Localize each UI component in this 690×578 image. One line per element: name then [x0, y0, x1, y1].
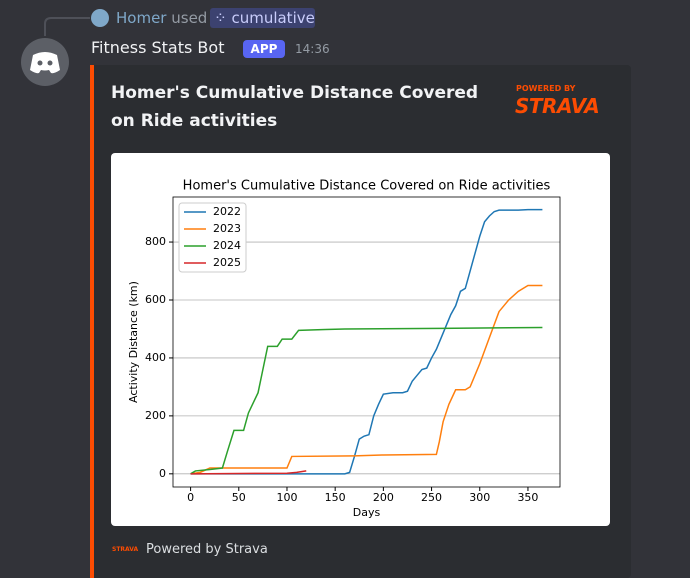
legend-label: 2023	[213, 222, 241, 235]
series-line	[190, 326, 543, 475]
series-line	[190, 284, 543, 475]
legend-label: 2025	[213, 256, 241, 269]
series-line	[190, 208, 543, 475]
series-line	[190, 470, 307, 475]
footer-text: Powered by Strava	[146, 542, 268, 557]
y-tick-label: 800	[145, 235, 166, 248]
legend-label: 2024	[213, 239, 241, 252]
logo-eye	[47, 60, 53, 66]
badge: APP	[250, 42, 278, 56]
reply-line	[44, 17, 90, 36]
x-tick-label: 100	[276, 491, 297, 504]
reply-command[interactable]: cumulative	[231, 9, 315, 27]
x-tick-label: 150	[325, 491, 346, 504]
x-tick-label: 0	[187, 491, 194, 504]
x-tick-label: 350	[517, 491, 538, 504]
embed-border	[90, 65, 94, 578]
x-tick-label: 300	[469, 491, 490, 504]
app-badge	[243, 40, 285, 58]
x-tick-label: 250	[421, 491, 442, 504]
chart: Homer's Cumulative Distance Covered on R…	[127, 179, 561, 519]
legend	[178, 202, 247, 273]
y-tick-label: 400	[145, 351, 166, 364]
reply-user[interactable]: Homer	[116, 9, 167, 27]
logo-eye	[37, 60, 43, 66]
y-tick-label: 200	[145, 409, 166, 422]
legend-label: 2022	[213, 205, 241, 218]
reply-action: used	[171, 9, 208, 27]
author[interactable]: Fitness Stats Bot	[91, 38, 225, 57]
provider-logo: STRAVA	[515, 94, 600, 118]
provider-label: POWERED BY	[516, 84, 576, 93]
x-axis-label: Days	[353, 506, 381, 519]
x-tick-label: 200	[373, 491, 394, 504]
command-pill[interactable]	[210, 8, 315, 28]
reply: Homer used ⁘ cumulative	[116, 9, 315, 27]
plot-frame	[172, 196, 561, 488]
discord-logo	[30, 52, 60, 74]
footer-icon: STRAVA	[112, 546, 139, 553]
y-axis-label: Activity Distance (km)	[127, 281, 140, 403]
x-tick-label: 50	[232, 491, 246, 504]
reply-avatar[interactable]	[91, 9, 109, 27]
embed-title: Homer's Cumulative Distance Covered on R…	[111, 83, 479, 131]
y-tick-label: 600	[145, 293, 166, 306]
timestamp: 14:36	[295, 42, 330, 56]
y-tick-label: 0	[159, 467, 166, 480]
chart-title: Homer's Cumulative Distance Covered on R…	[183, 179, 551, 194]
